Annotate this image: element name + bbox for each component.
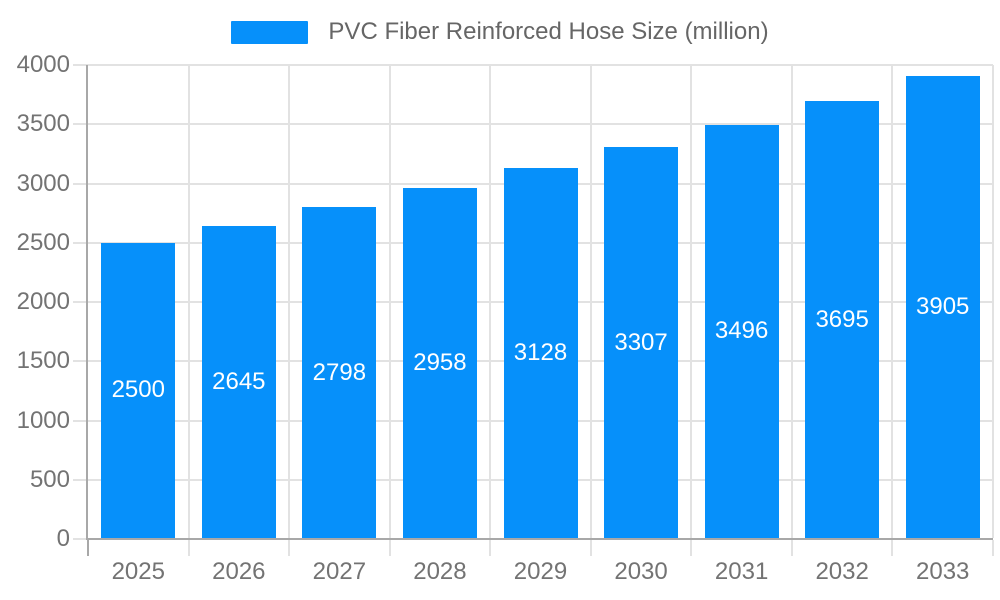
y-axis-label: 3500 xyxy=(16,110,70,138)
bar-2027[interactable] xyxy=(302,207,377,538)
x-axis-label: 2030 xyxy=(614,558,668,585)
x-axis-tick xyxy=(790,540,793,556)
y-axis-tick xyxy=(73,478,88,481)
gridline-vertical xyxy=(690,65,693,538)
bar-value-label: 3128 xyxy=(513,339,568,367)
bar-2029[interactable] xyxy=(503,168,578,538)
x-axis-label: 2026 xyxy=(212,558,266,585)
x-axis-label: 2032 xyxy=(815,558,869,585)
y-axis-tick xyxy=(73,64,88,66)
x-axis-label: 2029 xyxy=(513,558,568,585)
x-axis-tick xyxy=(87,540,89,556)
x-axis-tick xyxy=(891,540,894,556)
y-axis-tick xyxy=(73,241,88,244)
y-axis-tick xyxy=(73,182,88,185)
y-axis-label: 0 xyxy=(56,525,70,552)
gridline-vertical xyxy=(790,65,793,538)
x-axis-label: 2025 xyxy=(111,558,165,585)
x-axis-tick xyxy=(690,540,693,556)
gridline-vertical xyxy=(388,65,391,538)
x-axis-tick xyxy=(489,540,492,556)
bar-value-label: 2645 xyxy=(212,367,266,395)
bar-2031[interactable] xyxy=(704,124,779,538)
gridline-horizontal xyxy=(88,64,993,66)
y-axis-tick xyxy=(73,538,88,540)
gridline-vertical xyxy=(489,65,492,538)
y-axis-label: 2000 xyxy=(16,288,70,315)
x-axis-tick xyxy=(992,540,994,556)
y-axis-label: 2500 xyxy=(16,228,70,256)
y-axis-label: 3000 xyxy=(16,169,70,197)
y-axis-label: 1500 xyxy=(16,347,70,375)
gridline-vertical xyxy=(589,65,592,538)
x-axis-label: 2033 xyxy=(916,558,970,585)
gridline-vertical xyxy=(992,65,994,538)
x-axis-tick xyxy=(288,540,291,556)
x-axis-tick xyxy=(187,540,190,556)
y-axis-label: 4000 xyxy=(16,51,70,78)
x-axis-label: 2031 xyxy=(714,558,769,585)
bar-2028[interactable] xyxy=(402,188,477,538)
gridline-vertical xyxy=(288,65,291,538)
legend-swatch xyxy=(231,20,309,44)
x-axis-line xyxy=(86,538,993,540)
y-axis-tick xyxy=(73,360,88,363)
y-axis-tick xyxy=(73,123,88,126)
x-axis-label: 2027 xyxy=(312,558,367,585)
bar-value-label: 2958 xyxy=(413,349,467,377)
x-axis-tick xyxy=(388,540,391,556)
x-axis-tick xyxy=(589,540,592,556)
bar-2032[interactable] xyxy=(805,101,880,538)
bar-value-label: 3905 xyxy=(916,293,970,321)
gridline-horizontal xyxy=(88,123,993,126)
legend[interactable]: PVC Fiber Reinforced Hose Size (million) xyxy=(0,17,1000,47)
y-axis-line xyxy=(86,65,88,540)
gridline-vertical xyxy=(891,65,894,538)
bar-value-label: 3496 xyxy=(714,317,769,345)
bar-2033[interactable] xyxy=(905,76,980,538)
y-axis-tick xyxy=(73,301,88,303)
bar-value-label: 3307 xyxy=(614,328,668,356)
bar-2026[interactable] xyxy=(201,225,276,538)
bar-value-label: 2798 xyxy=(312,358,367,386)
y-axis-label: 1000 xyxy=(16,406,70,434)
bar-value-label: 2500 xyxy=(111,376,165,404)
bar-value-label: 3695 xyxy=(815,305,869,333)
x-axis-label: 2028 xyxy=(413,558,467,585)
bar-2025[interactable] xyxy=(101,242,176,538)
bar-2030[interactable] xyxy=(604,147,679,538)
gridline-vertical xyxy=(187,65,190,538)
y-axis-label: 500 xyxy=(29,465,70,493)
y-axis-tick xyxy=(73,419,88,422)
legend-label: PVC Fiber Reinforced Hose Size (million) xyxy=(328,18,769,45)
